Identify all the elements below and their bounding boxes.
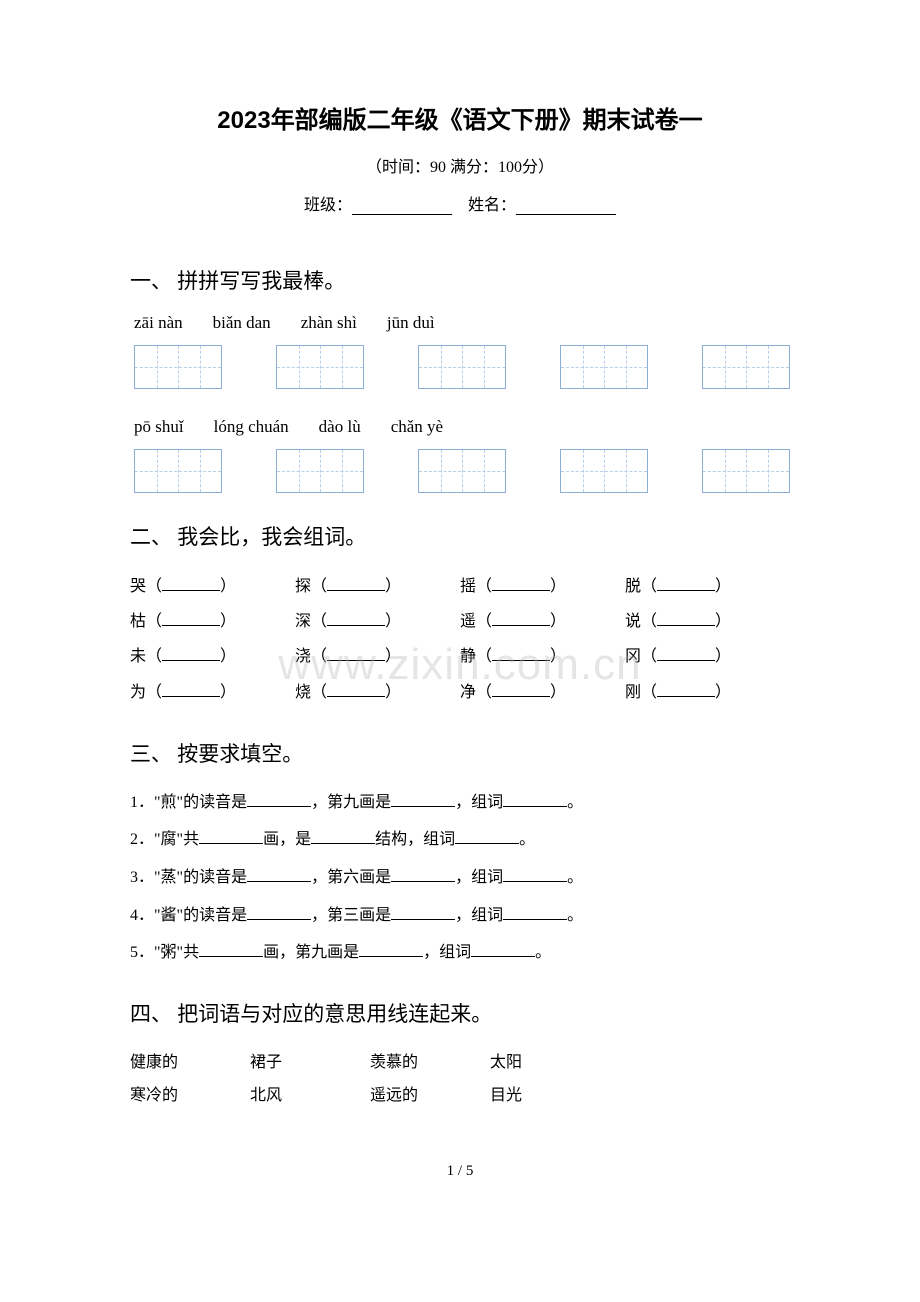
write-box: [134, 449, 222, 493]
word-grid: 哭（） 探（） 摇（） 脱（） 枯（） 深（） 遥（） 说（） 未（） 浇（） …: [130, 569, 790, 710]
student-info: 班级： 姓名：: [130, 191, 790, 215]
page-number: 1 / 5: [130, 1163, 790, 1180]
pinyin-row-2: pō shuǐ lóng chuán dào lù chǎn yè: [130, 417, 790, 437]
fill-item: 1．"煎"的读音是，第九画是，组词。: [130, 786, 790, 820]
class-label: 班级：: [304, 197, 352, 214]
pinyin-row-1: zāi nàn biǎn dan zhàn shì jūn duì: [130, 313, 790, 333]
word-item: 静（）: [460, 639, 625, 674]
fill-list: 1．"煎"的读音是，第九画是，组词。2．"腐"共画，是结构，组词。 3．"蒸"的读…: [130, 786, 790, 970]
write-box: [134, 345, 222, 389]
write-box-row: [130, 449, 790, 493]
word-item: 烧（）: [295, 675, 460, 710]
word-item: 枯（）: [130, 604, 295, 639]
class-blank: [352, 199, 452, 215]
match-row: 健康的 裙子 羡慕的 太阳: [130, 1046, 790, 1080]
word-item: 遥（）: [460, 604, 625, 639]
word-item: 刚（）: [625, 675, 790, 710]
match-item: 裙子: [250, 1046, 370, 1080]
write-box-row: [130, 345, 790, 389]
word-item: 摇（）: [460, 569, 625, 604]
write-box: [702, 449, 790, 493]
word-item: 冈（）: [625, 639, 790, 674]
match-row: 寒冷的 北风 遥远的 目光: [130, 1079, 790, 1113]
pinyin: zhàn shì: [301, 313, 357, 333]
pinyin: zāi nàn: [134, 313, 183, 333]
section2-title: 二、 我会比，我会组词。: [130, 521, 790, 551]
word-row: 为（） 烧（） 净（） 刚（）: [130, 675, 790, 710]
word-row: 哭（） 探（） 摇（） 脱（）: [130, 569, 790, 604]
write-box: [418, 345, 506, 389]
exam-meta: （时间：90 满分：100分）: [130, 153, 790, 177]
fill-item: 4．"酱"的读音是，第三画是，组词。: [130, 899, 790, 933]
word-item: 为（）: [130, 675, 295, 710]
fill-item: 3．"蒸"的读音是，第六画是，组词。: [130, 861, 790, 895]
write-box: [560, 449, 648, 493]
word-item: 浇（）: [295, 639, 460, 674]
word-item: 探（）: [295, 569, 460, 604]
write-box: [702, 345, 790, 389]
name-blank: [516, 199, 616, 215]
word-item: 深（）: [295, 604, 460, 639]
pinyin: jūn duì: [387, 313, 435, 333]
write-box: [560, 345, 648, 389]
match-item: 北风: [250, 1079, 370, 1113]
pinyin: biǎn dan: [213, 313, 271, 333]
word-row: 未（） 浇（） 静（） 冈（）: [130, 639, 790, 674]
word-item: 净（）: [460, 675, 625, 710]
pinyin: lóng chuán: [214, 417, 289, 437]
match-item: 遥远的: [370, 1079, 490, 1113]
pinyin: chǎn yè: [391, 417, 443, 437]
word-item: 未（）: [130, 639, 295, 674]
word-item: 脱（）: [625, 569, 790, 604]
match-grid: 健康的 裙子 羡慕的 太阳 寒冷的 北风 遥远的 目光: [130, 1046, 790, 1113]
section3-title: 三、 按要求填空。: [130, 738, 790, 768]
word-row: 枯（） 深（） 遥（） 说（）: [130, 604, 790, 639]
fill-item: 2．"腐"共画，是结构，组词。: [130, 823, 790, 857]
pinyin: pō shuǐ: [134, 417, 184, 437]
match-item: 目光: [490, 1079, 610, 1113]
write-box: [276, 345, 364, 389]
write-box: [418, 449, 506, 493]
match-item: 羡慕的: [370, 1046, 490, 1080]
page-title: 2023年部编版二年级《语文下册》期末试卷一: [130, 100, 790, 135]
section4-title: 四、 把词语与对应的意思用线连起来。: [130, 998, 790, 1028]
match-item: 健康的: [130, 1046, 250, 1080]
word-item: 哭（）: [130, 569, 295, 604]
fill-item: 5．"粥"共画，第九画是，组词。: [130, 936, 790, 970]
write-box: [276, 449, 364, 493]
name-label: 姓名：: [468, 197, 516, 214]
pinyin: dào lù: [319, 417, 361, 437]
word-item: 说（）: [625, 604, 790, 639]
section1-title: 一、 拼拼写写我最棒。: [130, 265, 790, 295]
match-item: 太阳: [490, 1046, 610, 1080]
match-item: 寒冷的: [130, 1079, 250, 1113]
